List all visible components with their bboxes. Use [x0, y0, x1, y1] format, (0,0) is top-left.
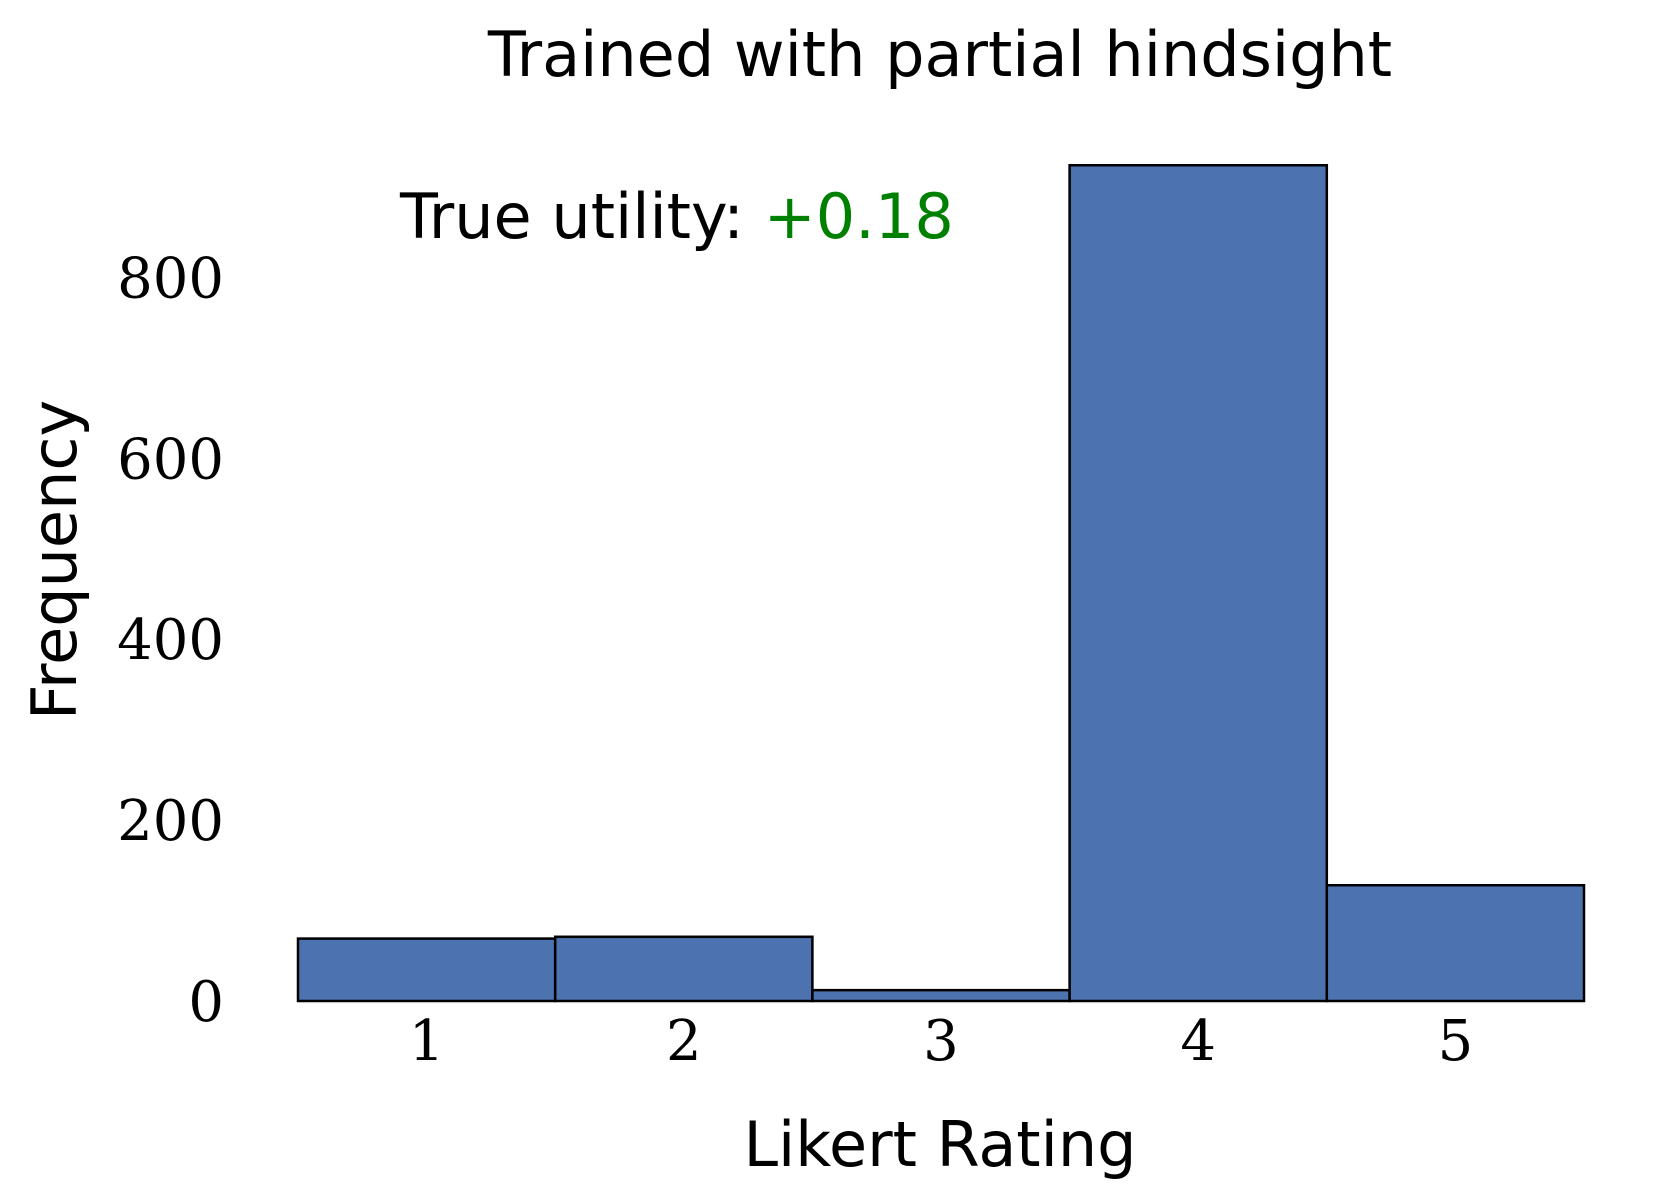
x-tick-label: 3 [923, 1009, 959, 1074]
annotation: True utility: +0.18 [399, 180, 954, 253]
bar-rating-5 [1325, 883, 1586, 1003]
y-tick-label: 200 [117, 789, 224, 854]
x-axis-ticks: 1 2 3 4 5 [409, 1009, 1473, 1074]
y-tick-label: 600 [117, 427, 224, 492]
y-tick-label: 0 [188, 970, 224, 1035]
x-tick-label: 5 [1438, 1009, 1474, 1074]
x-tick-label: 2 [666, 1009, 702, 1074]
annotation-value: +0.18 [764, 180, 954, 253]
x-axis-label: Likert Rating [743, 1108, 1136, 1181]
bar-rating-1 [296, 937, 557, 1003]
y-tick-label: 400 [117, 608, 224, 673]
bar-rating-2 [553, 935, 814, 1003]
x-tick-label: 1 [409, 1009, 445, 1074]
chart-title: Trained with partial hindsight [487, 18, 1392, 91]
y-axis-ticks: 0 200 400 600 800 [117, 246, 224, 1035]
bars [296, 163, 1586, 1003]
x-tick-label: 4 [1180, 1009, 1216, 1074]
annotation-prefix: True utility: [399, 180, 764, 253]
y-tick-label: 800 [117, 246, 224, 311]
y-axis-label: Frequency [18, 400, 91, 720]
bar-rating-3 [811, 988, 1071, 1003]
bar-rating-4 [1068, 163, 1329, 1003]
